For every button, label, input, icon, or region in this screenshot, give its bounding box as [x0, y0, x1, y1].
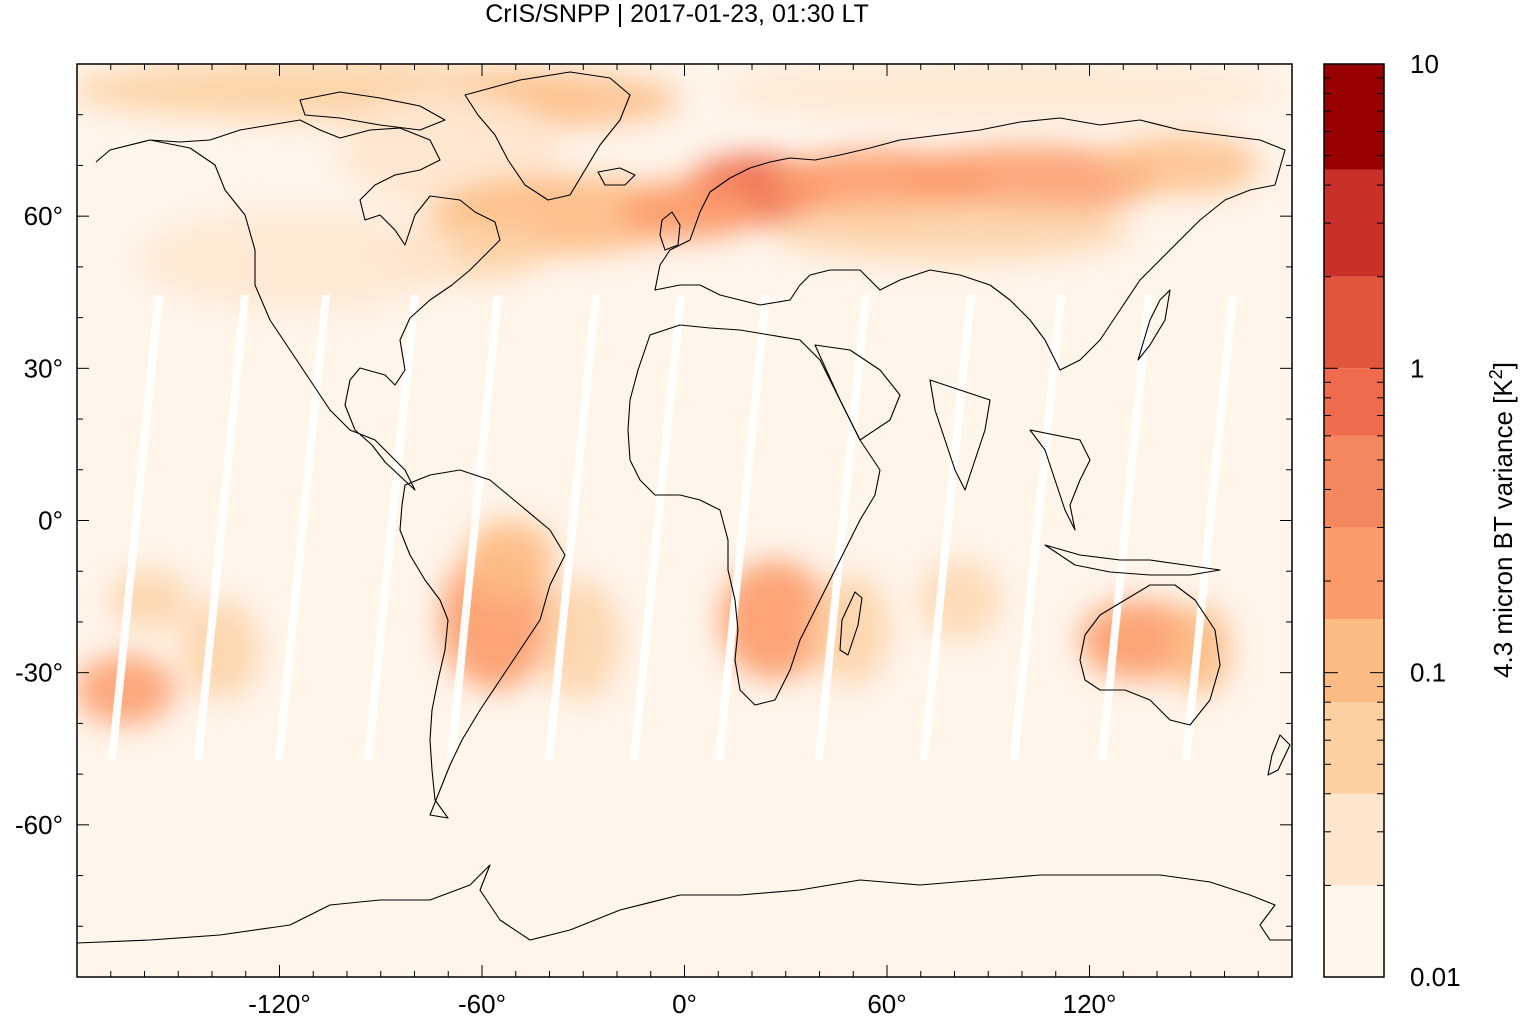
colorbar-tick-label: 10 — [1410, 49, 1439, 79]
colorbar-level — [1324, 64, 1384, 170]
colorbar-level — [1324, 435, 1384, 528]
colorbar-level — [1324, 276, 1384, 369]
lon-axis: -120° -60° 0° 60° 120° — [248, 64, 1116, 1019]
swath-gap — [920, 295, 975, 760]
coastline-japan — [1137, 289, 1171, 361]
coastline-arabia — [814, 344, 901, 441]
lat-tick-label: 30° — [24, 353, 63, 383]
coastline-indonesia — [1044, 544, 1221, 576]
colorbar-level — [1324, 702, 1384, 794]
colorbar-level — [1324, 169, 1384, 277]
colorbar-tick-label: 0.1 — [1410, 658, 1446, 688]
lat-tick-label: -60° — [15, 810, 63, 840]
colorbar-level — [1324, 885, 1384, 977]
map-area — [77, 64, 1292, 977]
lat-tick-label: -30° — [15, 658, 63, 688]
coastline-greenland — [464, 71, 631, 201]
coastline-madagascar — [839, 591, 863, 656]
lat-axis: 60° 30° 0° -30° -60° — [15, 201, 1292, 840]
coastline-africa — [627, 324, 881, 706]
chart-title: CrIS/SNPP | 2017-01-23, 01:30 LT — [485, 0, 869, 28]
colorbar-ticks — [1324, 77, 1384, 978]
swath-gap — [545, 295, 600, 760]
swath-gap — [364, 295, 419, 760]
coastline-eurasia — [654, 117, 1286, 371]
lon-tick-label: 0° — [672, 989, 697, 1019]
coastline-british-isles — [659, 211, 681, 251]
coastline-antarctica — [77, 864, 1292, 944]
coastline-southeast-asia — [1029, 429, 1091, 531]
colorbar-levels — [1324, 64, 1384, 977]
colorbar-frame — [1323, 63, 1385, 978]
coastline-india — [929, 379, 991, 491]
colorbar-label: 4.3 micron BT variance [K2] — [1486, 362, 1518, 678]
swath-gap — [715, 295, 770, 760]
swath-gap — [1098, 295, 1153, 760]
swath-gap — [194, 295, 249, 760]
colorbar-level — [1324, 619, 1384, 703]
swath-gap — [275, 295, 330, 760]
lon-tick-label: -120° — [248, 989, 310, 1019]
coastline-north-america — [95, 119, 501, 491]
colorbar-tick-label: 1 — [1410, 353, 1424, 383]
lon-tick-label: 120° — [1063, 989, 1117, 1019]
coastline-iceland — [597, 167, 636, 186]
lon-tick-label: -60° — [458, 989, 506, 1019]
colorbar-level — [1324, 368, 1384, 436]
coastline-new-zealand — [1267, 734, 1291, 776]
lat-tick-label: 0° — [38, 506, 63, 536]
minor-ticks — [77, 64, 1292, 977]
swath-gap — [815, 295, 870, 760]
colorbar: 10 1 0.1 0.01 4.3 micron BT variance [K2] — [1323, 49, 1518, 992]
colorbar-level — [1324, 793, 1384, 886]
coastline-australia — [1079, 584, 1221, 726]
swath-gap — [108, 295, 163, 760]
coastline-arctic-islands — [299, 91, 446, 131]
swath-gap — [1182, 295, 1237, 760]
swath-gap — [630, 295, 685, 760]
colorbar-tick-labels: 10 1 0.1 0.01 — [1410, 49, 1461, 992]
coastlines — [77, 71, 1292, 944]
colorbar-tick-label: 0.01 — [1410, 962, 1461, 992]
lat-tick-label: 60° — [24, 201, 63, 231]
swath-gaps — [108, 295, 1237, 760]
swath-gap — [1010, 295, 1065, 760]
coastline-south-america — [399, 469, 566, 819]
colorbar-level — [1324, 527, 1384, 620]
lon-tick-label: 60° — [867, 989, 906, 1019]
swath-gap — [447, 295, 502, 760]
